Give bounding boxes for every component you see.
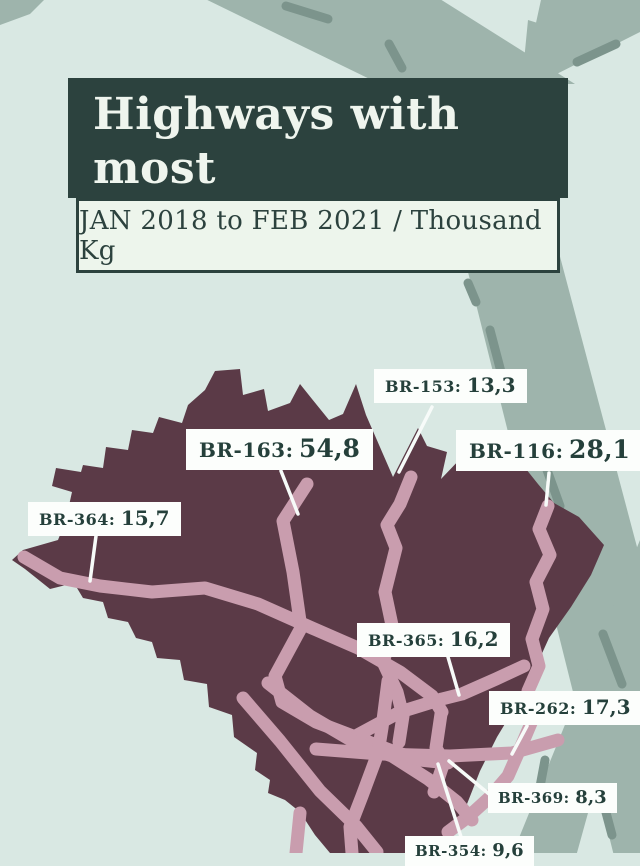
highway-value: 16,2 xyxy=(449,627,499,651)
brazil-map-shape xyxy=(12,369,604,853)
highway-label-br-262: BR-262: 17,3 xyxy=(489,691,640,725)
highway-value: 8,3 xyxy=(575,787,607,808)
pointer-br-262 xyxy=(510,724,529,756)
highway-label-br-365: BR-365: 16,2 xyxy=(357,623,510,657)
highway-name: BR-364: xyxy=(39,510,116,529)
pointer-br-365 xyxy=(446,655,461,697)
highway-web xyxy=(343,674,395,853)
highway-name: BR-153: xyxy=(385,377,462,396)
pointer-br-153 xyxy=(397,405,434,474)
highway-label-br-369: BR-369: 8,3 xyxy=(488,783,617,813)
highway-value: 15,7 xyxy=(120,506,170,530)
highway-value: 17,3 xyxy=(581,695,631,719)
highway-name: BR-354: xyxy=(415,842,487,860)
page-title-line-1: Highways with most xyxy=(93,89,460,194)
highway-web xyxy=(388,745,455,770)
road-corner-top-left xyxy=(0,0,44,26)
pointer-br-163 xyxy=(279,469,300,516)
highway-br-365 xyxy=(345,659,531,745)
highway-name: BR-365: xyxy=(368,631,445,650)
highway-label-br-364: BR-364: 15,7 xyxy=(28,502,181,536)
pointer-br-369 xyxy=(447,759,491,796)
highway-name: BR-116: xyxy=(469,439,564,463)
pointer-br-354 xyxy=(436,762,464,842)
highway-br-262 xyxy=(309,733,565,763)
highway-value: 13,3 xyxy=(466,373,516,397)
highway-web xyxy=(236,691,384,853)
highway-label-br-116: BR-116: 28,1 xyxy=(456,430,640,471)
highway-web xyxy=(289,806,307,853)
highway-value: 28,1 xyxy=(569,435,630,464)
highway-name: BR-163: xyxy=(199,438,294,462)
highway-label-br-354: BR-354: 9,6 xyxy=(405,836,534,866)
highway-br-153 xyxy=(376,470,418,749)
highway-value: 9,6 xyxy=(492,840,524,861)
subtitle-box: JAN 2018 to FEB 2021 / Thousand Kg xyxy=(76,198,560,273)
highway-br-364 xyxy=(17,550,449,719)
highway-value: 54,8 xyxy=(299,434,360,463)
title-panel: Highways with most seizures in Brazil xyxy=(68,78,568,247)
pointer-lines xyxy=(88,405,551,842)
pointer-br-364 xyxy=(88,534,98,583)
highway-label-br-163: BR-163: 54,8 xyxy=(186,429,373,470)
highway-name: BR-369: xyxy=(498,789,570,807)
highway-name: BR-262: xyxy=(500,699,577,718)
highway-label-br-153: BR-153: 13,3 xyxy=(374,369,527,403)
pointer-br-116 xyxy=(544,471,551,507)
road-top-v xyxy=(521,0,640,104)
highway-web xyxy=(427,707,451,799)
subtitle-text: JAN 2018 to FEB 2021 / Thousand Kg xyxy=(79,205,542,266)
highway-network xyxy=(17,470,565,853)
